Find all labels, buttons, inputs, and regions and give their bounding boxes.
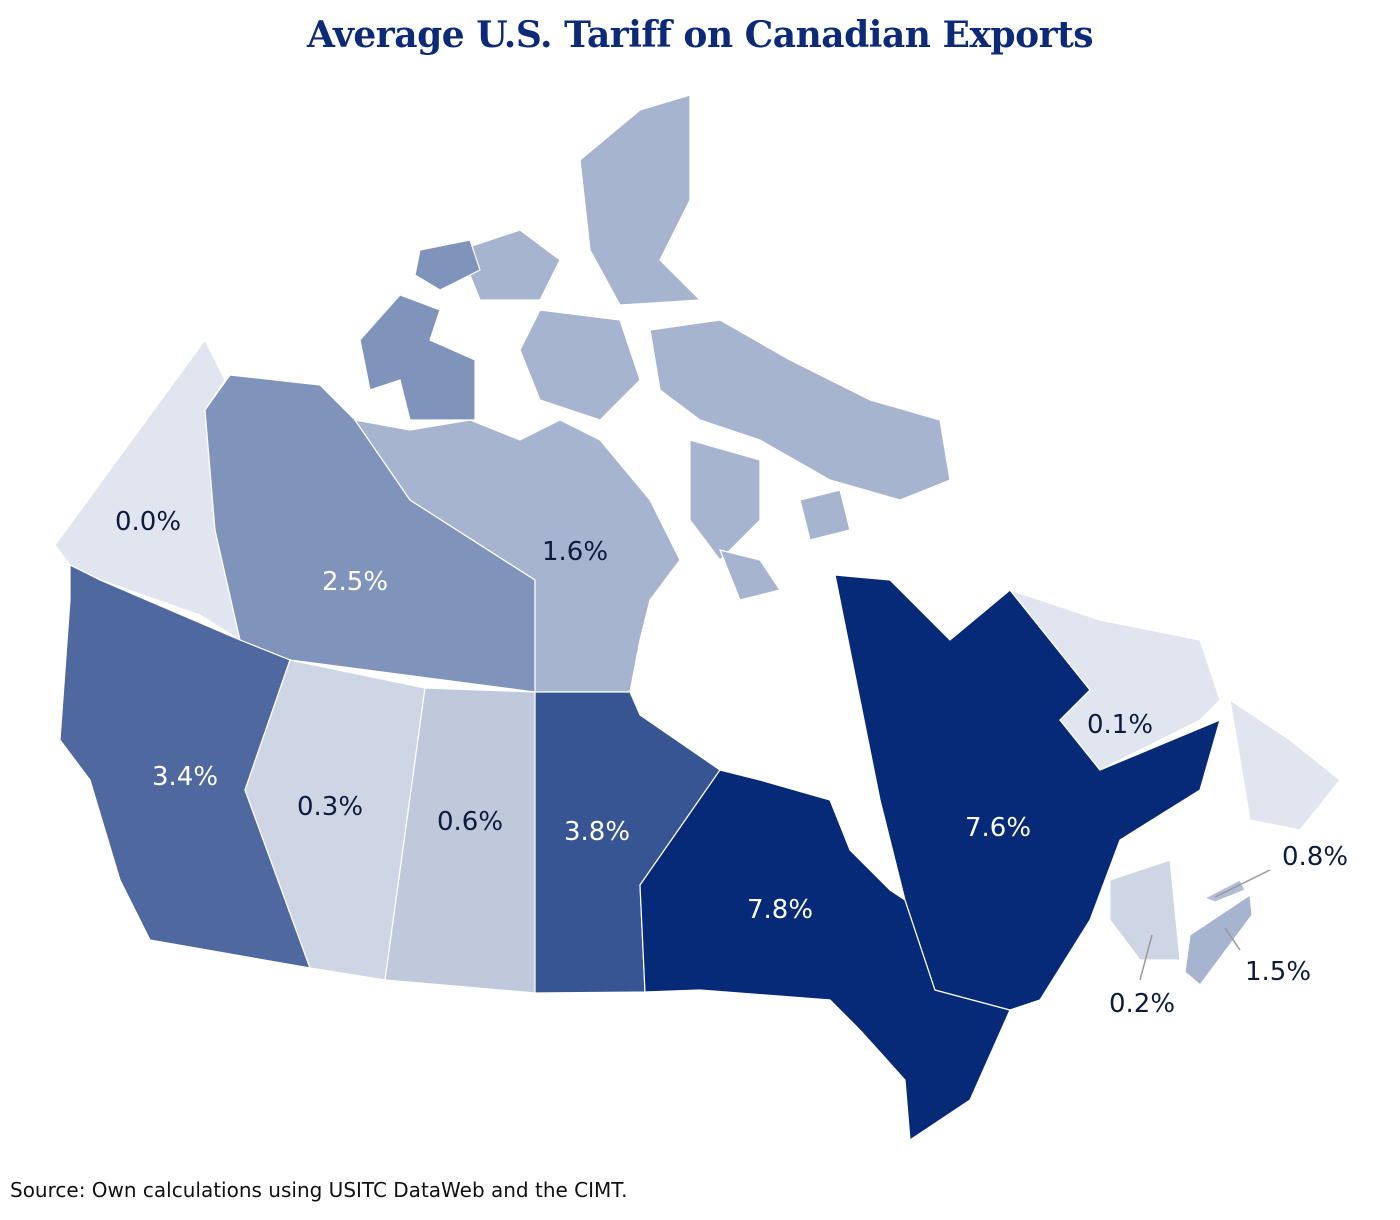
label-ontario: 7.8% — [747, 895, 813, 925]
label-yukon: 0.0% — [115, 507, 181, 537]
label-saskatchewan: 0.6% — [437, 807, 503, 837]
region-newfoundland-and-labrador — [1008, 588, 1221, 771]
arctic-island — [579, 94, 702, 306]
arctic-island — [459, 229, 561, 301]
region-nunavut — [353, 419, 681, 693]
arctic-island — [799, 489, 851, 541]
region-newfoundland-and-labrador — [1229, 698, 1341, 831]
label-nova-scotia: 1.5% — [1245, 957, 1311, 987]
label-new-brunswick: 0.2% — [1109, 989, 1175, 1019]
region-northwest-territories — [359, 294, 476, 421]
region-british-columbia — [59, 564, 311, 969]
region-new-brunswick — [1109, 859, 1181, 961]
region-prince-edward-island — [1203, 879, 1246, 903]
region-nova-scotia — [1184, 893, 1253, 986]
label-alberta: 0.3% — [297, 792, 363, 822]
leader-line-nb — [1139, 934, 1153, 981]
label-nunavut: 1.6% — [542, 537, 608, 567]
label-newfoundland-and-labrador: 0.1% — [1087, 710, 1153, 740]
label-quebec: 7.6% — [965, 813, 1031, 843]
arctic-island — [689, 439, 761, 561]
region-quebec — [834, 574, 1221, 1011]
leader-line-ns — [1224, 927, 1241, 951]
arctic-island — [414, 239, 481, 291]
source-note: Source: Own calculations using USITC Dat… — [10, 1178, 628, 1202]
region-alberta — [244, 659, 426, 981]
label-northwest-territories: 2.5% — [322, 567, 388, 597]
arctic-island — [519, 309, 641, 421]
arctic-island — [719, 549, 781, 601]
label-prince-edward-island: 0.8% — [1282, 842, 1348, 872]
map-title: Average U.S. Tariff on Canadian Exports — [307, 14, 1093, 56]
arctic-island — [649, 319, 951, 501]
leader-line-pei — [1214, 869, 1271, 898]
label-manitoba: 3.8% — [564, 817, 630, 847]
label-british-columbia: 3.4% — [152, 762, 218, 792]
